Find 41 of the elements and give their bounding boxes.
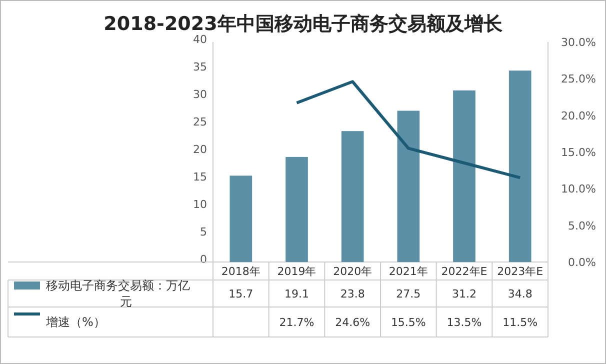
bar (341, 131, 364, 262)
data-label: 13.5% (446, 316, 482, 329)
x-tick-label: 2020年 (333, 265, 372, 278)
y-tick-label: 10 (193, 198, 207, 211)
y2-tick-label: 15.0% (561, 146, 596, 159)
y-tick-label: 15 (193, 170, 207, 184)
legend-label: 移动电子商务交易额：万亿元 (46, 278, 190, 308)
bar (286, 156, 308, 262)
data-label: 19.1 (284, 288, 309, 300)
bar (397, 110, 420, 262)
bar (508, 70, 532, 262)
y-tick-label: 40 (193, 33, 207, 46)
x-tick-label: 2022年E (441, 265, 488, 278)
bar (453, 90, 476, 262)
y-tick-label: 5 (200, 226, 207, 238)
bar (230, 176, 252, 262)
data-label: 15.7 (228, 288, 254, 300)
x-tick-label: 2023年E (497, 265, 544, 278)
y-tick-label: 30 (193, 88, 207, 101)
x-tick-label: 2018年 (221, 265, 260, 278)
y2-tick-label: 10.0% (561, 182, 596, 196)
y-tick-label: 25 (193, 116, 207, 128)
data-label: 31.2 (452, 288, 476, 300)
y2-tick-label: 5.0% (568, 219, 596, 232)
legend-label: 增速（%） (45, 315, 106, 329)
data-label: 34.8 (508, 288, 532, 300)
x-tick-label: 2021年 (388, 265, 428, 278)
data-label: 15.5% (390, 316, 426, 329)
data-label: 24.6% (335, 316, 370, 329)
y2-tick-label: 25.0% (561, 72, 596, 86)
data-label: 11.5% (502, 316, 538, 329)
data-label: 27.5 (396, 288, 421, 300)
y2-tick-label: 20.0% (561, 109, 596, 122)
data-label: 23.8 (340, 288, 365, 300)
y2-tick-label: 0.0% (568, 256, 596, 269)
x-tick-label: 2019年 (277, 265, 316, 278)
y-tick-label: 35 (193, 60, 207, 74)
y-tick-label: 20 (193, 143, 207, 156)
chart-title: 2018-2023年中国移动电子商务交易额及增长 (104, 13, 504, 35)
data-label: 21.7% (279, 316, 314, 329)
y2-tick-label: 30.0% (561, 36, 596, 49)
